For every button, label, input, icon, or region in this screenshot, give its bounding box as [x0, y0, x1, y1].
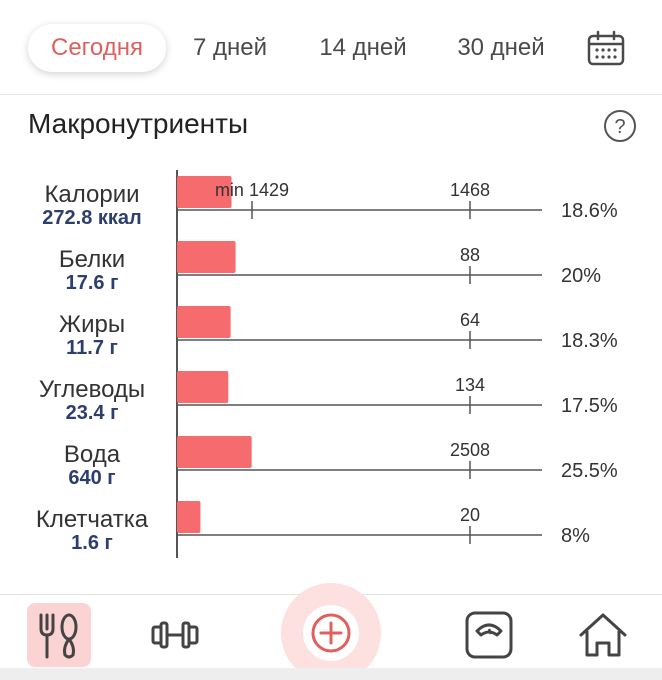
macro-bar: [177, 371, 229, 403]
calendar-icon[interactable]: [586, 30, 626, 66]
percent-label: 17.5%: [561, 395, 618, 417]
scale-icon[interactable]: [457, 603, 521, 667]
percent-label: 18.3%: [561, 330, 618, 352]
row-value: 23.4 г: [66, 402, 119, 424]
target-label: 1468: [450, 180, 490, 200]
bottom-nav: [0, 583, 662, 680]
target-label: 20: [460, 505, 480, 525]
fork-spoon-icon[interactable]: [27, 603, 91, 667]
tab-7-days[interactable]: 7 дней: [192, 34, 268, 61]
divider: [0, 94, 662, 95]
min-label: min 1429: [215, 180, 289, 200]
macro-bar: [177, 241, 236, 273]
section-title: Макронутриенты: [28, 108, 249, 139]
row-label: Белки: [59, 246, 125, 273]
system-bar: [0, 668, 662, 680]
percent-label: 18.6%: [561, 200, 618, 222]
macro-bar: [177, 176, 232, 208]
row-value: 11.7 г: [66, 337, 118, 359]
row-value: 17.6 г: [66, 272, 119, 294]
period-tabs: Сегодня 7 дней 14 дней 30 дней: [0, 0, 662, 92]
macro-bar: [177, 436, 252, 468]
target-label: 2508: [450, 440, 490, 460]
home-icon[interactable]: [571, 603, 635, 667]
percent-label: 25.5%: [561, 460, 618, 482]
target-label: 64: [460, 310, 480, 330]
row-label: Вода: [64, 441, 121, 468]
percent-label: 8%: [561, 525, 590, 547]
tab-30-days[interactable]: 30 дней: [457, 34, 545, 61]
plus-circle-icon[interactable]: [299, 601, 363, 665]
macro-bar: [177, 501, 201, 533]
row-value: 640 г: [68, 467, 115, 489]
row-label: Калории: [44, 181, 139, 208]
row-value: 1.6 г: [71, 532, 113, 554]
svg-text:?: ?: [614, 116, 625, 138]
target-label: 134: [455, 375, 485, 395]
macro-bar: [177, 306, 231, 338]
row-label: Углеводы: [39, 376, 145, 403]
target-label: 88: [460, 245, 480, 265]
tab-today[interactable]: Сегодня: [28, 24, 166, 72]
row-label: Жиры: [59, 311, 125, 338]
row-label: Клетчатка: [36, 506, 149, 533]
help-icon[interactable]: ?: [602, 108, 638, 144]
row-value: 272.8 ккал: [42, 207, 141, 229]
tab-14-days[interactable]: 14 дней: [319, 34, 407, 61]
dumbbell-icon[interactable]: [143, 603, 207, 667]
percent-label: 20%: [561, 265, 601, 287]
